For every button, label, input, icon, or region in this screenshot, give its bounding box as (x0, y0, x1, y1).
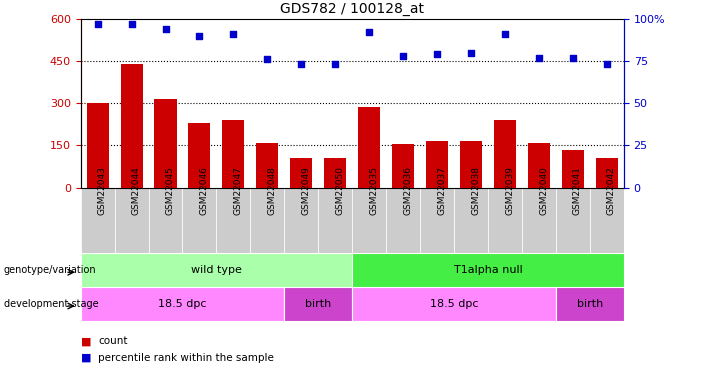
Text: genotype/variation: genotype/variation (4, 265, 96, 275)
Point (567, 55, 578, 61)
Bar (318, 188, 353, 253)
Bar (81, 287, 285, 321)
Bar (528, 142, 550, 188)
Bar (222, 120, 245, 188)
Bar (556, 287, 624, 321)
Bar (285, 287, 353, 321)
Text: GSM22049: GSM22049 (301, 166, 311, 215)
Bar (257, 142, 278, 188)
Bar (353, 287, 556, 321)
Bar (86, 103, 109, 188)
Point (160, 26, 171, 32)
Bar (114, 188, 149, 253)
Bar (154, 99, 177, 188)
Text: GSM22050: GSM22050 (335, 166, 344, 215)
Text: 18.5 dpc: 18.5 dpc (158, 299, 207, 309)
Text: ■: ■ (81, 336, 91, 346)
Text: GSM22048: GSM22048 (267, 166, 276, 215)
Text: GSM22041: GSM22041 (573, 166, 582, 215)
Text: ■: ■ (81, 353, 91, 363)
Bar (149, 188, 182, 253)
Bar (358, 107, 380, 188)
Bar (488, 188, 522, 253)
Bar (426, 141, 448, 188)
Text: GSM22045: GSM22045 (165, 166, 175, 215)
Text: GSM22035: GSM22035 (369, 166, 379, 215)
Bar (121, 64, 142, 188)
Bar (182, 188, 217, 253)
Text: GSM22038: GSM22038 (471, 166, 480, 215)
Point (533, 55, 545, 61)
Bar (556, 188, 590, 253)
Bar (454, 188, 488, 253)
Text: GSM22042: GSM22042 (607, 166, 616, 215)
Bar (285, 188, 318, 253)
Bar (217, 188, 250, 253)
Bar (522, 188, 556, 253)
Point (194, 33, 205, 39)
Point (296, 61, 307, 68)
Text: percentile rank within the sample: percentile rank within the sample (98, 353, 274, 363)
Text: GSM22039: GSM22039 (505, 166, 514, 215)
Text: GSM22046: GSM22046 (200, 166, 208, 215)
Point (397, 53, 409, 59)
Point (432, 51, 443, 57)
Bar (81, 188, 114, 253)
Title: GDS782 / 100128_at: GDS782 / 100128_at (280, 2, 424, 16)
Text: GSM22044: GSM22044 (132, 166, 140, 215)
Point (126, 21, 137, 27)
Bar (562, 150, 584, 188)
Bar (81, 253, 353, 287)
Bar (596, 158, 618, 188)
Bar (386, 188, 420, 253)
Text: GSM22040: GSM22040 (539, 166, 548, 215)
Text: GSM22036: GSM22036 (403, 166, 412, 215)
Point (364, 29, 375, 35)
Point (465, 50, 477, 55)
Point (228, 31, 239, 37)
Point (601, 61, 613, 68)
Bar (590, 188, 624, 253)
Point (92, 21, 103, 27)
Text: GSM22047: GSM22047 (233, 166, 243, 215)
Text: 18.5 dpc: 18.5 dpc (430, 299, 478, 309)
Bar (392, 144, 414, 188)
Text: birth: birth (305, 299, 332, 309)
Point (329, 61, 341, 68)
Bar (494, 120, 516, 188)
Bar (290, 158, 313, 188)
Text: count: count (98, 336, 128, 346)
Text: wild type: wild type (191, 265, 242, 275)
Bar (250, 188, 285, 253)
Text: GSM22037: GSM22037 (437, 166, 446, 215)
Point (499, 31, 510, 37)
Bar (420, 188, 454, 253)
Bar (460, 141, 482, 188)
Bar (353, 188, 386, 253)
Text: development stage: development stage (4, 299, 98, 309)
Bar (325, 158, 346, 188)
Bar (353, 253, 624, 287)
Text: GSM22043: GSM22043 (97, 166, 107, 215)
Bar (189, 123, 210, 188)
Text: T1alpha null: T1alpha null (454, 265, 522, 275)
Text: birth: birth (577, 299, 603, 309)
Point (261, 56, 273, 62)
